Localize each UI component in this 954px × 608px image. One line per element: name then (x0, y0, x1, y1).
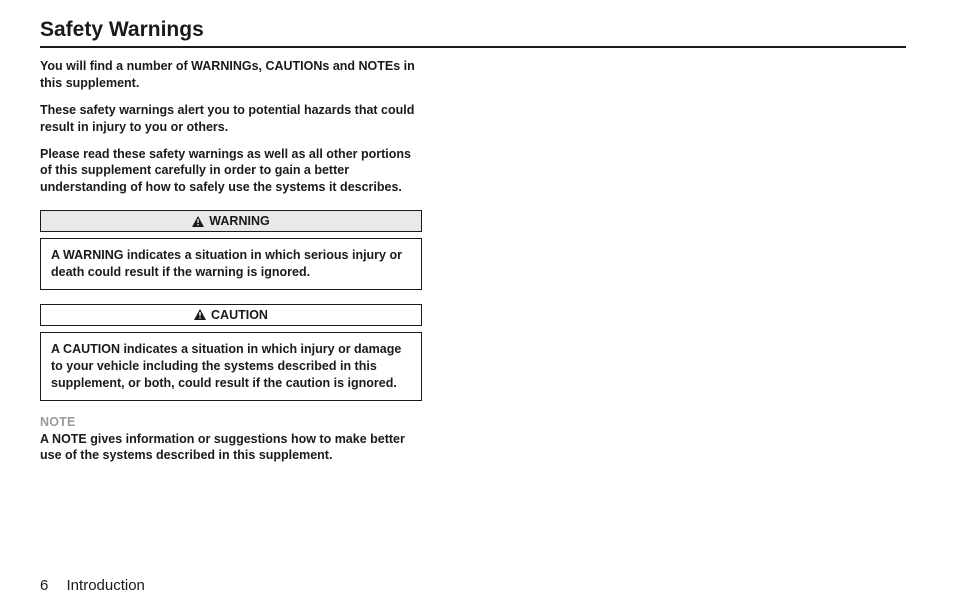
warning-label: WARNING (209, 214, 269, 228)
note-label: NOTE (40, 415, 422, 429)
intro-paragraph: These safety warnings alert you to poten… (40, 102, 422, 136)
intro-paragraph: You will find a number of WARNINGs, CAUT… (40, 58, 422, 92)
section-name: Introduction (67, 577, 145, 594)
caution-body: A CAUTION indicates a situation in which… (40, 332, 422, 401)
warning-header: WARNING (40, 210, 422, 232)
page-title: Safety Warnings (40, 18, 906, 42)
warning-callout: WARNING A WARNING indicates a situation … (40, 210, 422, 290)
caution-callout: CAUTION A CAUTION indicates a situation … (40, 304, 422, 401)
alert-triangle-icon (192, 216, 204, 227)
title-rule (40, 46, 906, 48)
content-column: You will find a number of WARNINGs, CAUT… (40, 58, 422, 464)
caution-header: CAUTION (40, 304, 422, 326)
caution-label: CAUTION (211, 308, 268, 322)
note-block: NOTE A NOTE gives information or suggest… (40, 415, 422, 465)
intro-block: You will find a number of WARNINGs, CAUT… (40, 58, 422, 196)
warning-body: A WARNING indicates a situation in which… (40, 238, 422, 290)
note-body: A NOTE gives information or suggestions … (40, 431, 422, 465)
page-footer: 6 Introduction (40, 577, 145, 594)
intro-paragraph: Please read these safety warnings as wel… (40, 146, 422, 197)
page-number: 6 (40, 577, 48, 594)
alert-triangle-icon (194, 309, 206, 320)
